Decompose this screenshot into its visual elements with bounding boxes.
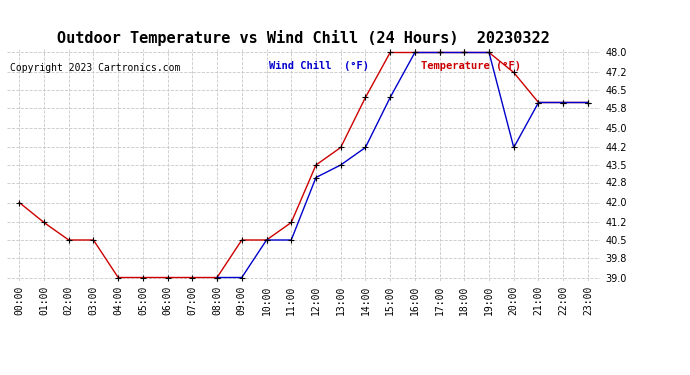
Text: Temperature (°F): Temperature (°F) <box>421 62 521 71</box>
Text: Wind Chill  (°F): Wind Chill (°F) <box>269 62 369 71</box>
Text: Copyright 2023 Cartronics.com: Copyright 2023 Cartronics.com <box>10 63 181 73</box>
Title: Outdoor Temperature vs Wind Chill (24 Hours)  20230322: Outdoor Temperature vs Wind Chill (24 Ho… <box>57 30 550 46</box>
